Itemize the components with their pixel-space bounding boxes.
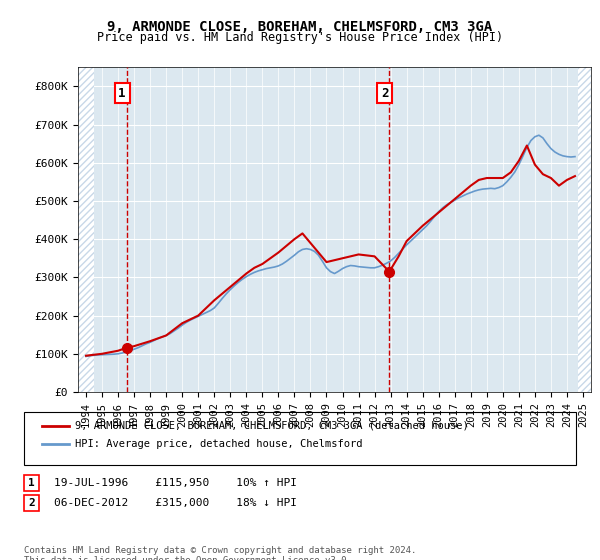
Text: 1: 1 [118,87,126,100]
Text: 9, ARMONDE CLOSE, BOREHAM, CHELMSFORD, CM3 3GA: 9, ARMONDE CLOSE, BOREHAM, CHELMSFORD, C… [107,20,493,34]
Text: 06-DEC-2012    £315,000    18% ↓ HPI: 06-DEC-2012 £315,000 18% ↓ HPI [54,498,297,508]
Text: 2: 2 [381,87,388,100]
Bar [78,67,94,392]
Text: 9, ARMONDE CLOSE, BOREHAM, CHELMSFORD, CM3 3GA (detached house): 9, ARMONDE CLOSE, BOREHAM, CHELMSFORD, C… [75,421,469,431]
Text: Contains HM Land Registry data © Crown copyright and database right 2024.
This d: Contains HM Land Registry data © Crown c… [24,546,416,560]
Text: Price paid vs. HM Land Registry's House Price Index (HPI): Price paid vs. HM Land Registry's House … [97,31,503,44]
Text: HPI: Average price, detached house, Chelmsford: HPI: Average price, detached house, Chel… [75,438,362,449]
Text: 19-JUL-1996    £115,950    10% ↑ HPI: 19-JUL-1996 £115,950 10% ↑ HPI [54,478,297,488]
Text: 2: 2 [28,498,35,508]
Text: 1: 1 [28,478,35,488]
Bar [578,67,591,392]
